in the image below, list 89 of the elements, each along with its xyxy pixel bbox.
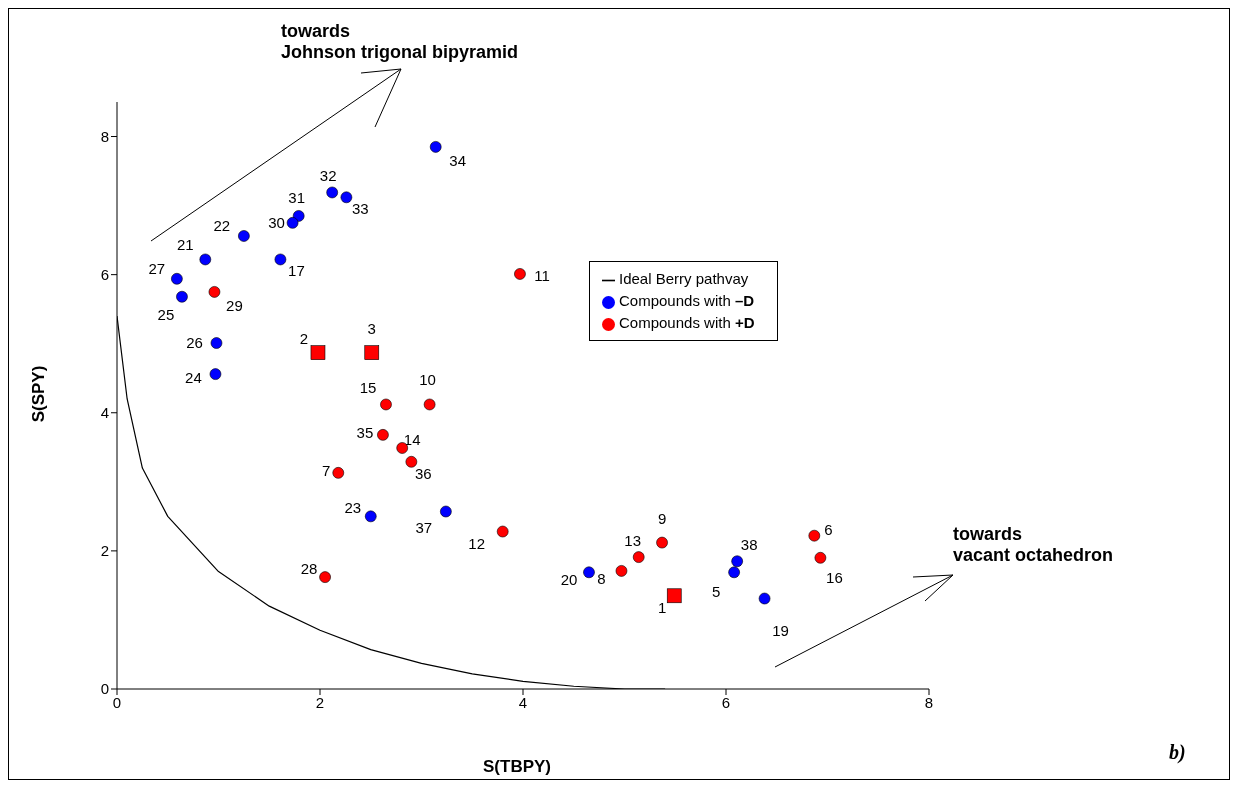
annotation: 21	[176, 236, 194, 254]
point	[758, 592, 771, 605]
point	[731, 555, 743, 568]
point	[632, 551, 645, 563]
annotation: 33	[352, 200, 369, 218]
annotation: 36	[415, 464, 432, 482]
x-tick-label: 6	[721, 693, 731, 711]
point	[310, 345, 326, 360]
point	[210, 337, 223, 349]
annotation: 3	[367, 319, 376, 337]
point	[440, 505, 452, 518]
annotation: 19	[772, 621, 789, 639]
annotation: 8	[597, 569, 606, 587]
annotation: 20	[560, 571, 578, 589]
annotation: 23	[344, 499, 362, 517]
point	[274, 253, 287, 266]
x-axis-title: S(TBPY)	[483, 757, 551, 776]
point	[326, 186, 338, 199]
y-tick-label: 2	[100, 542, 109, 560]
annotation: 5	[711, 583, 721, 601]
point	[364, 345, 380, 360]
annotation: 37	[415, 518, 433, 536]
annotation: 14	[403, 430, 421, 448]
point	[292, 210, 305, 222]
point	[380, 398, 392, 411]
legend-label: Compounds with +D	[619, 314, 755, 331]
annotation: 34	[449, 151, 467, 169]
annotation: 27	[148, 259, 166, 277]
legend-label: Compounds with –D	[619, 292, 755, 309]
point	[656, 536, 668, 549]
point	[666, 588, 682, 604]
annotation: 16	[826, 568, 843, 586]
point	[364, 510, 377, 523]
point	[405, 456, 418, 468]
point	[340, 191, 353, 204]
annotation: 26	[186, 334, 203, 352]
x-tick-label: 8	[924, 693, 934, 711]
annotation: 35	[356, 423, 374, 441]
legend-label: Ideal Berry pathvay	[619, 270, 749, 287]
annotation: 17	[288, 262, 305, 280]
text: b)	[1169, 741, 1186, 764]
annotation: 31	[288, 188, 306, 206]
point	[238, 230, 250, 242]
y-tick-label: 6	[100, 265, 109, 283]
point	[728, 566, 740, 579]
text: towards Johnson trigonal bipyramid	[281, 21, 519, 63]
point	[496, 525, 509, 538]
annotation: 22	[213, 216, 231, 234]
annotation: 1	[658, 598, 667, 616]
annotation: 32	[319, 167, 337, 185]
point	[286, 217, 299, 229]
annotation: 7	[322, 461, 331, 479]
point	[209, 368, 222, 380]
point	[171, 272, 183, 285]
point	[514, 268, 526, 280]
y-tick-label: 0	[100, 680, 109, 698]
x-tick-label: 4	[518, 693, 528, 711]
point	[423, 398, 436, 411]
point	[814, 551, 827, 564]
annotation: 28	[300, 560, 318, 578]
y-tick-label: 4	[100, 404, 109, 422]
annotation: 24	[185, 369, 202, 387]
point	[208, 286, 221, 298]
annotation: 30	[268, 213, 285, 231]
point	[199, 253, 212, 266]
point	[319, 571, 331, 583]
annotation: 29	[226, 296, 243, 314]
point	[377, 429, 389, 441]
annotation: 38	[740, 536, 758, 554]
annotation: 25	[157, 305, 175, 323]
annotation: 13	[624, 532, 642, 550]
y-axis-title: S(SPY)	[29, 365, 48, 423]
y-tick-label: 8	[100, 127, 109, 145]
annotation: 10	[419, 371, 436, 389]
annotation: 11	[534, 266, 550, 284]
point	[429, 141, 442, 153]
point	[615, 565, 628, 577]
annotation: 15	[359, 379, 377, 397]
annotation: 12	[468, 534, 486, 552]
point	[332, 467, 345, 479]
text: towards vacant octahedron	[953, 524, 1114, 566]
point	[176, 290, 188, 303]
annotation: 9	[657, 509, 667, 527]
annotation: 2	[299, 329, 309, 347]
x-tick-label: 0	[112, 693, 122, 711]
annotation: 6	[824, 520, 833, 538]
point	[808, 529, 821, 542]
x-tick-label: 2	[315, 693, 325, 711]
point	[583, 566, 595, 579]
